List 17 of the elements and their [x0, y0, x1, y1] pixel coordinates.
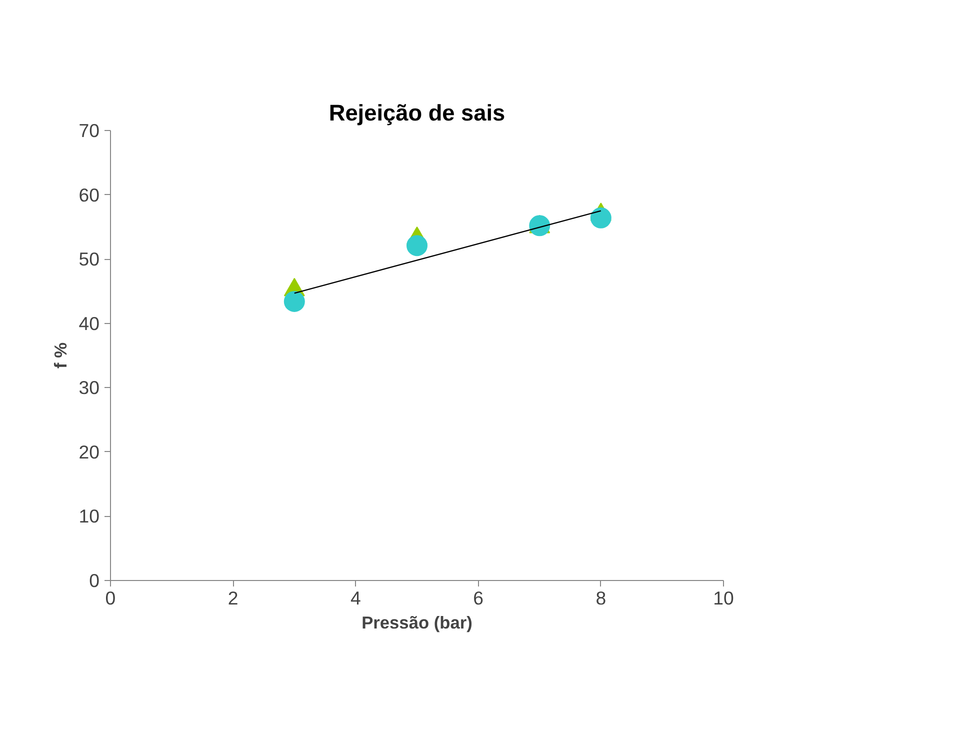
y-tick-label: 20	[78, 441, 100, 462]
chart-title: Rejeição de sais	[328, 100, 506, 126]
y-tick-label: 0	[89, 570, 100, 591]
x-axis-title: Pressão (bar)	[362, 612, 472, 632]
y-axis-title: f %	[50, 342, 71, 368]
x-tick-label: 10	[713, 588, 734, 608]
y-tick-label: 40	[78, 312, 100, 334]
y-tick-label: 10	[78, 506, 100, 527]
y-tick-label: 50	[78, 248, 100, 270]
x-tick-label: 0	[105, 588, 116, 608]
x-tick-label: 4	[350, 588, 361, 608]
x-tick-label: 8	[596, 588, 606, 608]
y-tick-label: 30	[78, 377, 100, 398]
y-tick-label: 70	[78, 120, 100, 141]
x-tick-label: 6	[473, 588, 484, 608]
y-tick-label: 60	[78, 184, 100, 206]
x-tick-label: 2	[228, 588, 238, 608]
